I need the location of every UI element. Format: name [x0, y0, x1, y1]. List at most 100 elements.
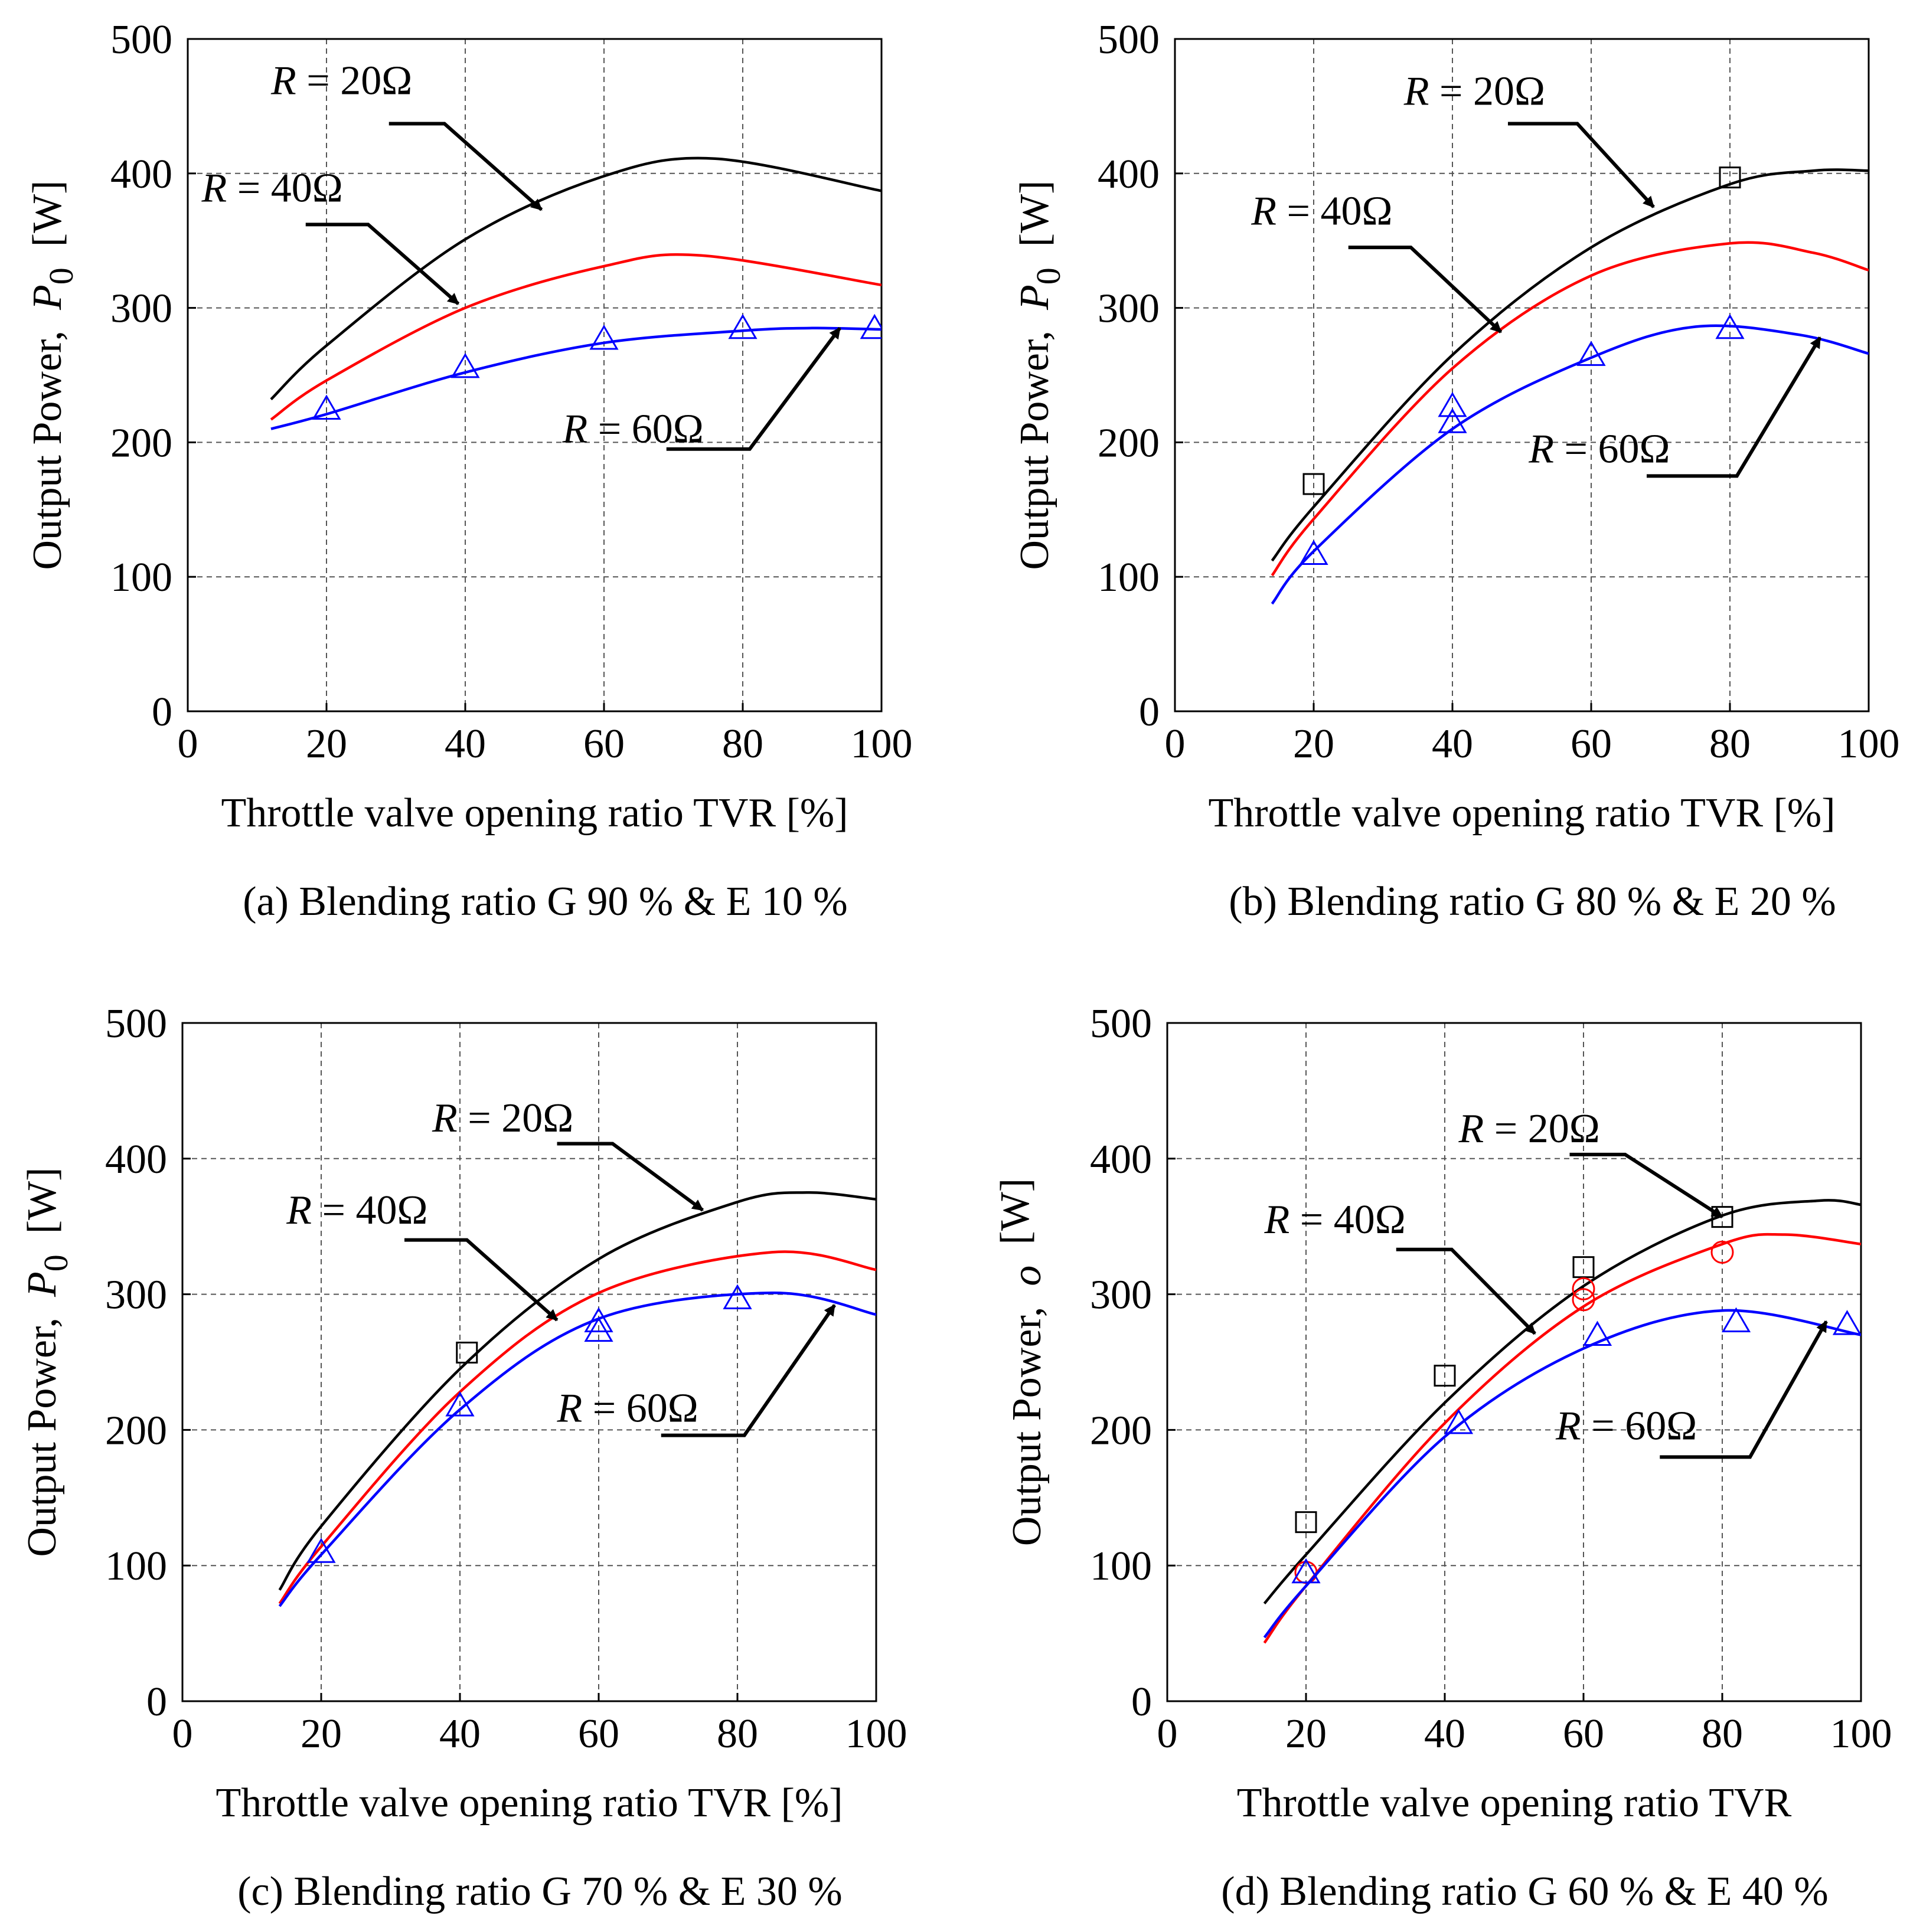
- annotation-arrow: [1660, 1320, 1828, 1459]
- annotation-value: = 40Ω: [1289, 1197, 1406, 1243]
- x-tick-label: 60: [1563, 1711, 1604, 1757]
- annotation-value: = 40Ω: [312, 1188, 428, 1233]
- annotation-value: = 20Ω: [1429, 69, 1546, 115]
- x-tick-label: 0: [1165, 721, 1186, 767]
- plot-frame: [1166, 1022, 1862, 1702]
- y-tick-label: 0: [146, 1679, 167, 1725]
- data-point-triangle: [589, 325, 619, 350]
- annotation-label: R = 40Ω: [286, 1188, 427, 1233]
- annotation-arrow: [666, 326, 841, 451]
- data-point-circle: [1572, 1288, 1595, 1312]
- data-point-triangle: [1721, 1307, 1751, 1333]
- plot-frame: [181, 1022, 877, 1702]
- annotation-value: = 20Ω: [458, 1096, 574, 1141]
- fit-curve-R20: [278, 1191, 876, 1591]
- x-tick-label: 40: [1424, 1711, 1465, 1757]
- annotation-arrow: [661, 1304, 836, 1437]
- x-tick-label: 80: [717, 1711, 758, 1757]
- data-point-triangle: [1582, 1320, 1612, 1346]
- x-tick-label: 20: [301, 1711, 342, 1757]
- annotation-0: R = 20Ω: [432, 1096, 704, 1212]
- annotation-label: R = 40Ω: [201, 166, 343, 211]
- chart-panel-d: 0 20 40 60 80 100 0 100 200 300 400 500 Throttle val…: [992, 1001, 1892, 1914]
- annotation-label: R = 40Ω: [1264, 1197, 1406, 1243]
- y-axis-title: Output Power, o [W]: [992, 1178, 1050, 1546]
- annotation-symbol: R: [1251, 188, 1276, 234]
- y-tick-label: 400: [1098, 152, 1160, 197]
- annotation-symbol: R: [201, 166, 227, 211]
- y-tick-label: 300: [110, 286, 172, 332]
- y-axis-unit: [W]: [1012, 181, 1057, 247]
- data-point-triangle: [1576, 341, 1606, 366]
- x-tick-label: 40: [445, 721, 486, 767]
- data-point-triangle: [1438, 408, 1467, 433]
- x-tick-label: 0: [1157, 1711, 1178, 1757]
- data-point-triangle: [1299, 540, 1328, 565]
- annotation-value: = 60Ω: [582, 1386, 698, 1431]
- y-tick-label: 400: [1090, 1137, 1152, 1182]
- annotation-label: R = 40Ω: [1251, 188, 1392, 234]
- y-tick-label: 200: [1098, 420, 1160, 466]
- data-point-square: [1295, 1511, 1317, 1534]
- y-axis-unit: [W]: [25, 181, 70, 247]
- annotation-symbol: R: [1528, 427, 1554, 472]
- y-tick-label: 500: [110, 17, 172, 63]
- annotation-value: = 40Ω: [1276, 188, 1393, 234]
- y-tick-label: 300: [1090, 1273, 1152, 1318]
- fit-curve-R60: [1263, 1309, 1861, 1639]
- series-R40: [1271, 241, 1869, 577]
- annotation-value: = 60Ω: [587, 406, 704, 452]
- annotation-arrow: [1508, 122, 1655, 208]
- data-point-square: [456, 1341, 478, 1364]
- x-tick-label: 60: [578, 1711, 619, 1757]
- y-axis-subscript: 0: [1029, 267, 1067, 285]
- annotation-symbol: R: [562, 406, 588, 452]
- x-tick-label: 0: [178, 721, 198, 767]
- chart-panel-c: 0 20 40 60 80 100 0 100 200 300 400 500 Throttle val…: [19, 1001, 907, 1914]
- y-tick-label: 400: [110, 152, 172, 197]
- annotation-label: R = 60Ω: [1528, 427, 1670, 472]
- series-R20: [278, 1191, 876, 1591]
- data-point-triangle: [1291, 1558, 1321, 1584]
- data-point-square: [1302, 473, 1325, 495]
- fit-curve-R60: [278, 1292, 876, 1607]
- data-point-triangle: [306, 1538, 336, 1563]
- x-tick-label: 20: [306, 721, 347, 767]
- y-axis-subscript: 0: [42, 267, 80, 285]
- annotation-symbol: R: [1403, 69, 1429, 115]
- plot-frame: [1174, 38, 1870, 712]
- fit-curve-R60: [1271, 324, 1869, 605]
- x-tick-label: 80: [1702, 1711, 1743, 1757]
- y-tick-label: 500: [1090, 1001, 1152, 1047]
- x-tick-label: 20: [1293, 721, 1334, 767]
- annotation-0: R = 20Ω: [1458, 1106, 1723, 1219]
- y-axis-symbol: P: [25, 285, 70, 310]
- fit-curve-R40: [278, 1250, 876, 1604]
- annotation-symbol: R: [557, 1386, 583, 1431]
- panel-caption: (d) Blending ratio G 60 % & E 40 %: [1221, 1869, 1828, 1914]
- annotation-value: = 60Ω: [1554, 427, 1670, 472]
- panel-caption: (b) Blending ratio G 80 % & E 20 %: [1229, 879, 1836, 924]
- annotation-arrow: [1569, 1152, 1723, 1219]
- annotation-0: R = 20Ω: [1403, 69, 1655, 208]
- series-R60: [278, 1284, 876, 1607]
- y-axis-subscript: 0: [37, 1254, 75, 1271]
- annotation-label: R = 60Ω: [1555, 1403, 1697, 1449]
- x-tick-label: 40: [439, 1711, 481, 1757]
- data-point-triangle: [1715, 313, 1745, 339]
- chart-panel-a: 0 20 40 60 80 100 0 100 200 300 400 500 Throttle val…: [25, 17, 913, 924]
- data-point-circle: [1710, 1240, 1734, 1264]
- x-axis-title: Throttle valve opening ratio TVR [%]: [216, 1780, 843, 1826]
- annotation-1: R = 40Ω: [286, 1188, 559, 1322]
- fit-curve-R20: [1271, 168, 1869, 562]
- annotation-arrow: [404, 1238, 559, 1322]
- y-tick-label: 300: [105, 1273, 167, 1318]
- gridlines: [1175, 39, 1869, 711]
- x-tick-label: 100: [845, 1711, 907, 1757]
- y-tick-label: 200: [105, 1408, 167, 1453]
- x-tick-label: 100: [1838, 721, 1900, 767]
- annotation-value: = 20Ω: [1484, 1106, 1600, 1152]
- fit-curve-R40: [1271, 241, 1869, 577]
- annotation-1: R = 40Ω: [1264, 1197, 1536, 1335]
